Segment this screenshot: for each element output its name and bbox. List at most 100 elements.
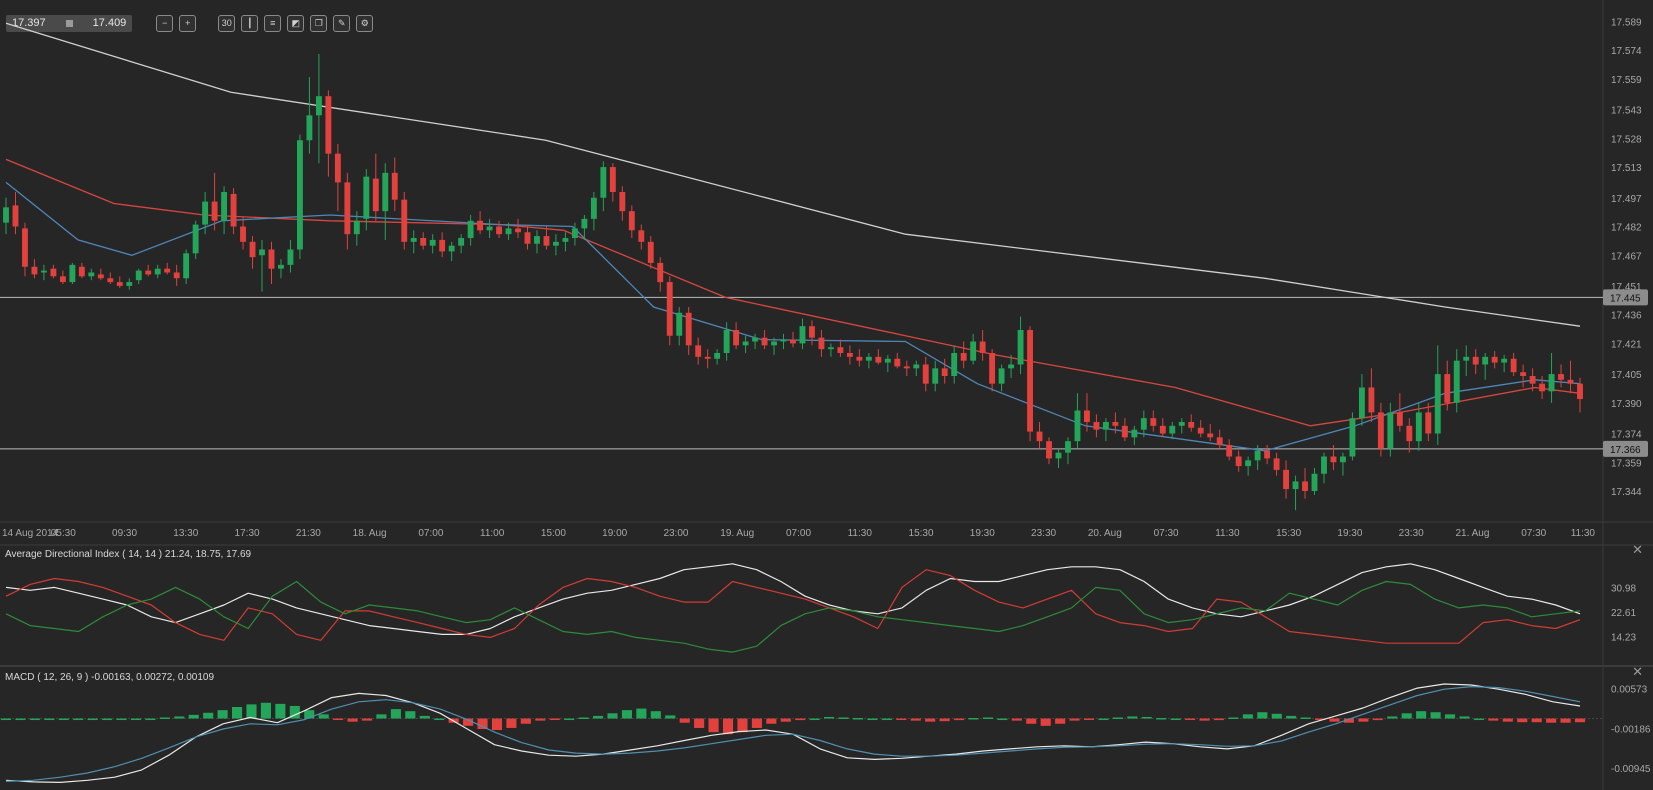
candle-body [107,278,114,283]
candle-body [590,197,597,219]
macd-histogram-bar [939,718,950,722]
adx-tick-label: 14.23 [1611,633,1636,644]
templates-icon[interactable]: ❐ [310,14,328,32]
macd-histogram-bar [1473,718,1484,721]
macd-histogram-bar [1127,716,1138,719]
candle-body [1235,456,1242,467]
adx-line [5,569,1581,644]
candle-body [202,201,209,225]
time-tick-label: 11:00 [480,528,505,539]
candle-body [1093,422,1100,430]
macd-histogram-bar [491,718,503,731]
time-tick-label: 11:30 [848,528,873,539]
price-tick-label: 17.436 [1611,311,1642,322]
timeframe-button[interactable]: 30 [218,14,236,32]
candle-body [221,192,228,221]
candle-body [410,238,417,242]
macd-histogram-bar [867,718,878,721]
candle-body [1482,356,1489,365]
candle-body [780,339,787,342]
zoom-out-icon[interactable]: − [156,14,174,32]
draw-icon[interactable]: ✎ [333,14,351,32]
candle-body [50,268,57,277]
moving-average-line [5,181,1581,452]
macd-histogram-bar [954,718,965,721]
candle-body [647,241,654,263]
macd-histogram-bar [997,718,1008,721]
macd-histogram-bar [333,718,344,721]
macd-histogram-bar [419,715,430,719]
candle-body [1159,425,1166,434]
candle-body [486,226,493,231]
time-tick-label: 23:00 [663,528,688,539]
time-tick-label: 09:30 [112,528,137,539]
settings-icon[interactable]: ⚙ [356,14,374,32]
macd-histogram-bar [694,718,705,728]
candle-body [752,337,759,342]
bid-price: 17.397 [12,17,46,29]
macd-histogram-bar [549,718,560,721]
time-tick-label: 11:30 [1571,528,1596,539]
macd-histogram-bar [722,718,734,735]
indicators-icon[interactable]: ≡ [264,14,282,32]
zoom-in-icon[interactable]: + [179,14,197,32]
macd-histogram-bar [304,710,315,719]
candle-body [12,205,19,227]
candle-body [78,266,85,277]
candle-body [723,330,730,353]
macd-histogram-bar [896,718,907,721]
candle-body [1283,469,1289,490]
candle-body [477,220,484,231]
candle-body [363,176,370,219]
candle-body [183,253,190,279]
candle-body [1548,374,1555,392]
close-adx-icon[interactable]: ✕ [1632,542,1643,557]
candle-body [1463,356,1470,361]
macd-histogram-bar [0,718,12,721]
candle-body [619,192,626,212]
candles-icon[interactable]: ┃ [241,14,259,32]
candle-body [884,358,891,363]
candle-body [865,356,872,361]
candle-body [1368,387,1375,413]
candle-body [638,230,645,242]
macd-histogram-bar [73,718,84,721]
candle-body [315,96,322,116]
time-tick-label: 19:30 [970,528,995,539]
macd-histogram-bar [1286,715,1297,719]
candle-body [1444,374,1451,403]
candle-body [733,330,740,346]
candle-body [344,182,351,235]
macd-histogram-bar [390,709,401,719]
price-tick-label: 17.467 [1611,251,1642,262]
candle-body [429,239,436,246]
macd-histogram-bar [217,710,228,719]
candle-body [1425,412,1432,434]
time-tick-label: 13:30 [173,528,198,539]
macd-histogram-bar [968,718,979,720]
chart-type-icon[interactable]: ◩ [287,14,305,32]
time-tick-label: 19. Aug [720,528,754,539]
candle-body [1245,460,1252,467]
candle-body [1577,383,1583,399]
macd-histogram-bar [376,714,387,719]
candle-body [467,220,474,238]
candle-body [1112,422,1119,426]
macd-tick-label: -0.00186 [1611,724,1651,735]
macd-histogram-bar [174,716,185,719]
candle-body [1140,418,1147,430]
price-tick-label: 17.543 [1611,106,1642,117]
candle-body [1520,372,1527,376]
macd-histogram-bar [1185,718,1196,721]
candle-body [1510,358,1517,373]
candle-body [1027,330,1033,432]
candle-body [1321,456,1327,474]
candle-body [126,282,133,286]
candle-body [1406,425,1413,442]
candle-body [1491,356,1498,363]
close-macd-icon[interactable]: ✕ [1632,664,1643,679]
macd-histogram-bar [636,708,647,719]
candle-body [695,345,702,357]
candle-body [524,232,531,244]
